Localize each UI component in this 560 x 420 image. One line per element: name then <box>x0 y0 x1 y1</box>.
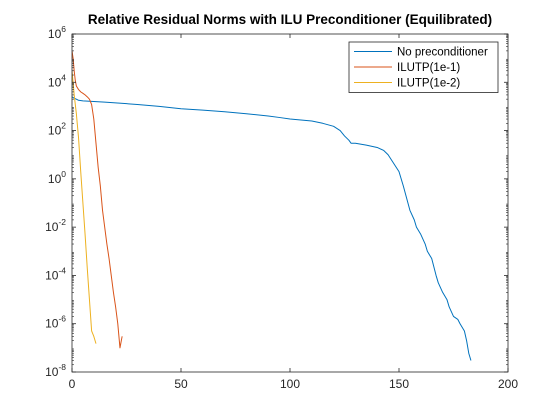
series-line-3 <box>72 70 97 344</box>
x-tick-label: 100 <box>280 377 300 391</box>
y-tick-label: 10-6 <box>45 314 66 331</box>
y-axis-ticks: 10-8 10-6 10-4 10-2 100 102 104 106 <box>45 24 508 379</box>
x-axis-ticks: 0 50 100 150 200 <box>69 34 518 391</box>
series-line-2 <box>72 50 123 349</box>
legend-label: No preconditioner <box>397 47 488 59</box>
x-tick-label: 0 <box>69 377 76 391</box>
y-tick-label: 102 <box>48 121 66 138</box>
y-tick-label: 104 <box>48 72 66 89</box>
legend-label: ILUTP(1e-1) <box>397 62 460 74</box>
chart-title: Relative Residual Norms with ILU Precond… <box>88 12 492 27</box>
legend-label: ILUTP(1e-2) <box>397 78 460 90</box>
y-tick-label: 106 <box>48 24 66 41</box>
x-tick-label: 150 <box>389 377 409 391</box>
legend: No preconditioner ILUTP(1e-1) ILUTP(1e-2) <box>348 41 499 93</box>
y-tick-label: 10-8 <box>45 362 66 379</box>
y-tick-label: 10-2 <box>45 217 66 234</box>
x-tick-label: 200 <box>498 377 518 391</box>
series-line-1 <box>72 96 472 361</box>
x-tick-label: 50 <box>174 377 188 391</box>
y-tick-label: 10-4 <box>45 265 66 282</box>
y-tick-label: 100 <box>48 169 66 186</box>
series-layer <box>72 50 472 361</box>
